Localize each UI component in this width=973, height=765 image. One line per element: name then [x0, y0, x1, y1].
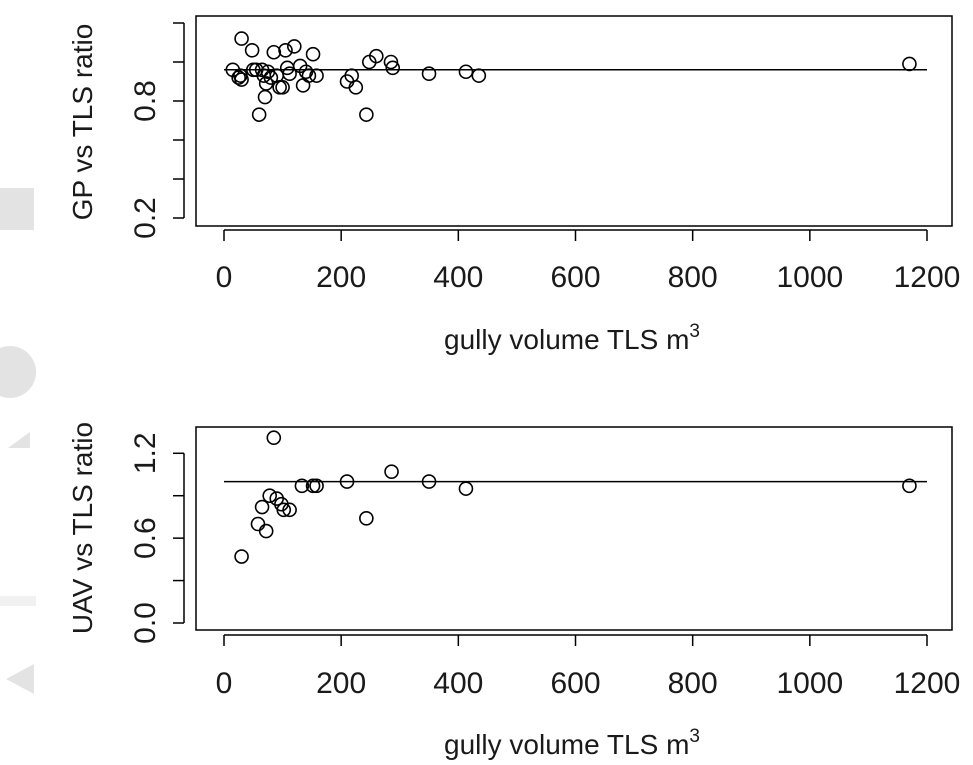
- scatter-point: [231, 70, 246, 85]
- scatter-point: [385, 60, 401, 76]
- scatter-point: [383, 54, 399, 70]
- y-tick-label: 0.6: [129, 517, 162, 559]
- scatter-point: [294, 478, 310, 494]
- scatter-point: [421, 474, 437, 489]
- x-tick-label: 1200: [894, 667, 961, 700]
- x-axis-title: gully volume TLS m3: [444, 321, 700, 355]
- y-axis-title: UAV vs TLS ratio: [67, 422, 98, 634]
- x-axis: 0 200 400 600 800 1000 1200: [216, 229, 961, 294]
- scatter-point: [254, 62, 270, 78]
- left-edge-shape-2: [0, 346, 36, 398]
- x-axis-title: gully volume TLS m3: [444, 726, 700, 760]
- scatter-point: [282, 502, 297, 518]
- scatter-point: [384, 464, 399, 479]
- scatter-point: [339, 474, 355, 489]
- x-tick-label: 1200: [894, 261, 961, 294]
- scatter-point: [458, 64, 474, 80]
- scatter-point: [359, 107, 374, 122]
- x-tick-label: 400: [433, 261, 483, 294]
- scatter-point: [286, 39, 302, 54]
- x-tick-label: 200: [316, 667, 366, 700]
- scatter-point: [262, 488, 277, 504]
- y-tick-label: 0.8: [129, 80, 162, 122]
- scatter-point: [254, 499, 270, 515]
- scatter-point: [471, 68, 487, 83]
- x-tick-label: 200: [316, 261, 366, 294]
- scatter-point: [458, 481, 474, 496]
- x-axis-title-superscript: 3: [689, 321, 700, 342]
- y-tick-label: 0.0: [129, 602, 162, 644]
- y-tick-label: 0.2: [129, 197, 162, 239]
- x-tick-label: 0: [216, 667, 233, 700]
- x-axis-title-superscript: 3: [689, 726, 700, 747]
- x-tick-label: 600: [550, 261, 600, 294]
- data-points: [224, 430, 927, 564]
- x-tick-label: 800: [668, 261, 718, 294]
- left-edge-shape-5: [6, 664, 34, 694]
- scatter-point: [305, 46, 321, 62]
- x-tick-label: 600: [550, 667, 600, 700]
- y-tick-label: 1.2: [129, 432, 162, 474]
- scatter-point: [234, 549, 249, 564]
- scatter-point: [257, 89, 273, 105]
- scatter-point: [309, 478, 324, 494]
- scatter-point: [244, 42, 260, 58]
- left-edge-shape-3: [8, 432, 30, 448]
- x-axis-title-text: gully volume TLS m: [444, 324, 689, 355]
- uav-vs-tls-panel: 0 200 400 600 800 1000 1200 0.0 0.6 1.2 gully vo…: [67, 422, 960, 760]
- scatter-point: [276, 502, 292, 518]
- scatter-point: [251, 107, 267, 122]
- scatter-point: [282, 66, 297, 81]
- x-tick-label: 400: [433, 667, 483, 700]
- x-tick-label: 800: [668, 667, 718, 700]
- scatter-point: [275, 80, 290, 95]
- scatter-point: [234, 72, 249, 87]
- y-axis: 0.0 0.6 1.2: [129, 432, 185, 644]
- scatter-point: [369, 48, 384, 64]
- scatter-point: [348, 80, 364, 95]
- y-axis: 0.2 0.8: [129, 22, 185, 239]
- scatter-point: [902, 478, 917, 494]
- scatter-point: [263, 70, 279, 85]
- plot-frame: [195, 426, 953, 631]
- scatter-point: [272, 80, 287, 95]
- left-edge-shape-1: [0, 188, 34, 230]
- scatter-point: [266, 430, 282, 446]
- scatter-point: [309, 68, 324, 83]
- scatter-point: [902, 56, 917, 72]
- x-axis-title-text: gully volume TLS m: [444, 729, 689, 760]
- left-edge-shape-4: [0, 596, 36, 606]
- scatter-point: [301, 68, 317, 83]
- scatter-point: [234, 31, 249, 46]
- data-points: [224, 31, 927, 122]
- scatter-point: [258, 523, 274, 539]
- x-tick-label: 1000: [776, 667, 843, 700]
- scatter-point: [295, 78, 311, 93]
- scatter-point: [250, 516, 266, 532]
- x-tick-label: 1000: [776, 261, 843, 294]
- scatter-point: [266, 44, 282, 60]
- scatter-point: [298, 64, 314, 80]
- scatter-point: [278, 42, 293, 58]
- plot-frame: [195, 15, 953, 227]
- y-axis-title: GP vs TLS ratio: [67, 24, 98, 221]
- scatter-point: [305, 478, 321, 494]
- scatter-point: [359, 511, 374, 526]
- scatter-point: [421, 66, 437, 81]
- x-axis: 0 200 400 600 800 1000 1200: [216, 634, 961, 700]
- gp-vs-tls-panel: 0 200 400 600 800 1000 1200 0.2 0.8 gully volum…: [67, 15, 961, 355]
- x-tick-label: 0: [216, 261, 233, 294]
